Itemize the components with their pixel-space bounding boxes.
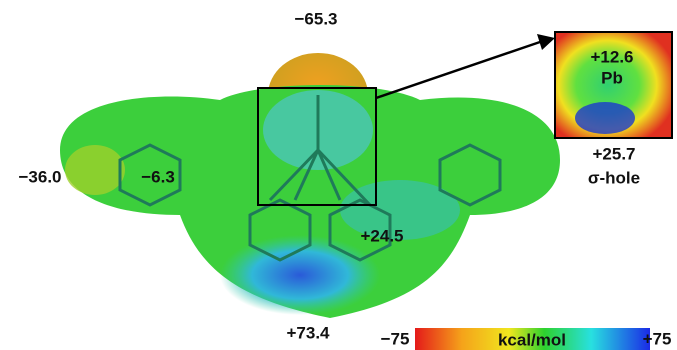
label: −36.0 [18, 167, 61, 186]
surface [60, 53, 560, 318]
inset-below-value: +25.7 [592, 144, 635, 163]
inset-caption: σ-hole [588, 168, 640, 187]
colorbar-unit: kcal/mol [498, 330, 566, 349]
figure: −65.3 −36.0 −6.3 +24.5 +73.4 +12.6 Pb +2… [0, 0, 677, 350]
label: +24.5 [360, 226, 403, 245]
inset-atom: Pb [601, 68, 623, 87]
label: +73.4 [286, 323, 330, 342]
label: −65.3 [294, 9, 337, 28]
label: −6.3 [141, 167, 175, 186]
inset-blue [575, 102, 635, 134]
arrow [376, 42, 540, 98]
colorbar-max: +75 [643, 329, 672, 348]
inset-value: +12.6 [590, 47, 633, 66]
arrow-head [537, 34, 555, 50]
colorbar-min: −75 [381, 329, 410, 348]
